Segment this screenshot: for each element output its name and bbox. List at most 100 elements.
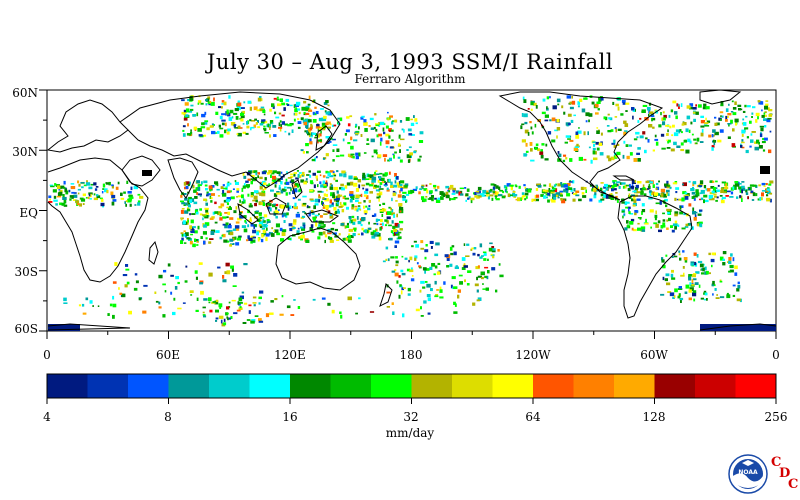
rain-pixel xyxy=(710,186,715,189)
rain-pixel xyxy=(483,258,487,261)
rain-pixel xyxy=(323,102,328,105)
rain-pixel xyxy=(660,188,666,193)
rain-pixel xyxy=(376,134,379,138)
rain-pixel xyxy=(88,193,91,197)
rain-pixel xyxy=(130,186,133,191)
rain-pixel xyxy=(369,311,375,313)
rain-pixel xyxy=(552,187,557,190)
rain-pixel xyxy=(742,122,747,126)
rain-pixel xyxy=(622,185,625,189)
rain-pixel xyxy=(695,211,698,214)
rain-pixel xyxy=(287,202,290,206)
rain-pixel xyxy=(106,182,110,185)
rain-pixel xyxy=(425,268,430,271)
rain-pixel xyxy=(385,246,389,250)
rain-pixel xyxy=(520,197,522,201)
rain-pixel xyxy=(483,194,487,197)
rain-pixel xyxy=(662,276,665,281)
rain-pixel xyxy=(309,198,314,201)
rain-pixel xyxy=(214,300,219,305)
rain-pixel xyxy=(400,290,403,295)
rain-pixel xyxy=(256,231,259,236)
rain-pixel xyxy=(186,208,191,212)
rain-pixel xyxy=(398,136,401,139)
rain-pixel xyxy=(345,237,349,241)
rain-pixel xyxy=(183,204,186,206)
coastline-asia xyxy=(119,91,341,189)
rain-pixel xyxy=(412,188,417,191)
rain-pixel xyxy=(400,138,405,141)
rain-pixel xyxy=(410,118,413,121)
rain-pixel xyxy=(303,181,307,185)
rain-pixel xyxy=(629,213,634,215)
rain-pixel xyxy=(720,115,722,117)
rain-pixel xyxy=(546,107,549,111)
rain-pixel xyxy=(125,268,130,271)
rain-pixel xyxy=(352,221,356,225)
rain-pixel xyxy=(80,198,86,202)
rain-pixel xyxy=(687,223,690,226)
rain-pixel xyxy=(69,198,72,201)
rain-pixel xyxy=(662,264,666,269)
rain-pixel xyxy=(470,248,473,251)
rain-pixel xyxy=(269,134,271,138)
rain-pixel xyxy=(235,221,240,224)
rain-pixel xyxy=(305,126,309,129)
rain-pixel xyxy=(333,232,337,235)
rain-pixel xyxy=(197,184,200,187)
rain-pixel xyxy=(189,98,194,101)
rain-pixel xyxy=(693,118,696,122)
rain-pixel xyxy=(732,257,735,262)
rain-pixel xyxy=(575,135,580,139)
rain-pixel xyxy=(387,159,390,162)
rain-pixel xyxy=(573,188,576,192)
rain-pixel xyxy=(255,172,258,176)
rain-pixel xyxy=(688,289,692,293)
rain-pixel xyxy=(697,260,703,264)
rain-pixel xyxy=(111,194,116,199)
rain-pixel xyxy=(474,192,477,195)
rain-pixel xyxy=(185,108,190,113)
rain-pixel xyxy=(196,192,199,195)
rain-pixel xyxy=(197,102,200,105)
rain-pixel xyxy=(741,129,746,134)
coastline-philippines xyxy=(291,179,303,199)
rain-pixel xyxy=(237,102,242,107)
rain-pixel xyxy=(205,209,209,213)
rain-pixel xyxy=(274,184,277,188)
rain-pixel xyxy=(662,222,666,226)
rain-pixel xyxy=(265,313,270,318)
rain-pixel xyxy=(556,194,559,197)
rain-pixel xyxy=(273,230,275,232)
rain-pixel xyxy=(399,190,401,194)
rain-pixel xyxy=(250,320,255,324)
rain-pixel xyxy=(764,125,767,128)
rain-pixel xyxy=(403,287,406,289)
rain-pixel xyxy=(731,143,736,148)
coastline-antarctica-east xyxy=(47,323,131,331)
rain-pixel xyxy=(766,197,771,202)
coastline-india xyxy=(167,157,199,199)
rain-pixel xyxy=(636,152,640,155)
rain-pixel xyxy=(294,202,297,207)
rain-pixel xyxy=(465,193,469,197)
rain-pixel xyxy=(612,180,617,182)
rain-pixel xyxy=(259,220,263,224)
rain-pixel xyxy=(188,196,192,200)
rain-pixel xyxy=(264,132,269,134)
rain-pixel xyxy=(544,114,549,118)
rain-pixel xyxy=(348,175,353,180)
rain-pixel xyxy=(317,236,321,240)
rain-pixel xyxy=(386,306,390,308)
rain-pixel xyxy=(76,203,80,206)
rain-pixel xyxy=(641,229,646,232)
rain-pixel xyxy=(196,211,199,215)
rain-pixel xyxy=(364,191,369,194)
rain-pixel xyxy=(708,252,711,256)
rain-pixel xyxy=(353,227,357,232)
rain-pixel xyxy=(755,119,758,123)
rain-pixel xyxy=(246,319,251,321)
rain-pixel xyxy=(410,267,413,271)
rain-pixel xyxy=(741,146,745,149)
rain-pixel xyxy=(180,232,184,235)
